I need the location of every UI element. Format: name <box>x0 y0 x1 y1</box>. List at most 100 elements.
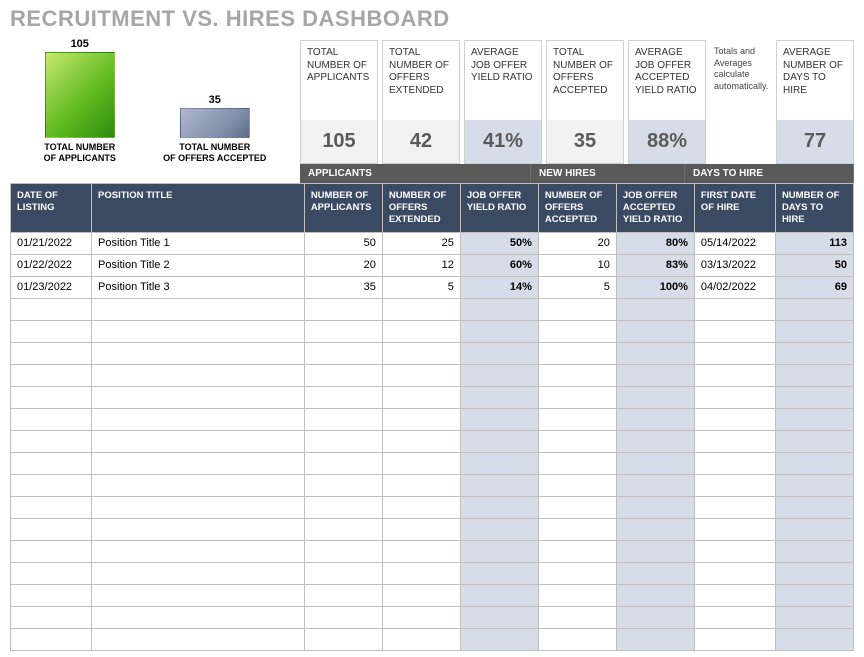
table-cell <box>460 628 538 650</box>
table-cell <box>616 342 694 364</box>
table-cell <box>382 298 460 320</box>
table-cell <box>92 452 305 474</box>
table-cell <box>616 606 694 628</box>
table-cell <box>775 452 853 474</box>
table-cell <box>775 298 853 320</box>
table-cell <box>775 606 853 628</box>
table-cell <box>538 386 616 408</box>
table-cell <box>538 606 616 628</box>
col-date: DATE OF LISTING <box>11 184 92 233</box>
table-cell <box>616 628 694 650</box>
kpi-card: TOTAL NUMBER OF OFFERS EXTENDED42 <box>382 40 460 164</box>
table-cell: 20 <box>538 232 616 254</box>
table-cell: 5 <box>538 276 616 298</box>
col-first-hire: FIRST DATE OF HIRE <box>694 184 775 233</box>
table-cell <box>694 320 775 342</box>
table-cell <box>304 386 382 408</box>
table-row-empty <box>11 430 854 452</box>
table-cell <box>11 364 92 386</box>
table-cell <box>382 342 460 364</box>
table-cell <box>11 452 92 474</box>
kpi-value: 35 <box>547 120 623 163</box>
table-cell <box>694 408 775 430</box>
table-cell <box>11 408 92 430</box>
table-cell <box>538 474 616 496</box>
col-yield: JOB OFFER YIELD RATIO <box>460 184 538 233</box>
table-cell <box>775 342 853 364</box>
table-cell: 25 <box>382 232 460 254</box>
table-cell: 100% <box>616 276 694 298</box>
kpi-value: 77 <box>777 120 853 163</box>
table-cell: 69 <box>775 276 853 298</box>
table-cell <box>538 540 616 562</box>
table-cell <box>92 584 305 606</box>
col-num-applicants: NUMBER OF APPLICANTS <box>304 184 382 233</box>
table-cell <box>775 540 853 562</box>
table-cell <box>304 430 382 452</box>
table-cell: 5 <box>382 276 460 298</box>
table-cell <box>11 540 92 562</box>
kpi-label: TOTAL NUMBER OF OFFERS ACCEPTED <box>547 41 623 120</box>
table-cell <box>616 364 694 386</box>
table-cell <box>11 606 92 628</box>
table-cell <box>460 364 538 386</box>
kpi-label: TOTAL NUMBER OF OFFERS EXTENDED <box>383 41 459 120</box>
kpi-value: 41% <box>465 120 541 163</box>
table-cell: 01/22/2022 <box>11 254 92 276</box>
table-cell <box>460 342 538 364</box>
recruitment-table: DATE OF LISTING POSITION TITLE NUMBER OF… <box>10 183 854 651</box>
table-cell: Position Title 3 <box>92 276 305 298</box>
table-cell <box>616 562 694 584</box>
table-cell <box>11 474 92 496</box>
table-cell <box>775 584 853 606</box>
kpi-strip: TOTAL NUMBER OF APPLICANTS105TOTAL NUMBE… <box>300 36 854 164</box>
col-num-offers: NUMBER OF OFFERS EXTENDED <box>382 184 460 233</box>
table-cell <box>382 364 460 386</box>
table-row-empty <box>11 452 854 474</box>
table-cell <box>616 386 694 408</box>
kpi-card: TOTAL NUMBER OF APPLICANTS105 <box>300 40 378 164</box>
table-cell: 50 <box>775 254 853 276</box>
table-cell <box>382 430 460 452</box>
table-cell: 50 <box>304 232 382 254</box>
table-cell <box>460 606 538 628</box>
chart-bar-value: 105 <box>71 38 89 50</box>
summary-bar-chart: 105TOTAL NUMBEROF APPLICANTS35TOTAL NUMB… <box>10 36 300 164</box>
table-cell <box>460 386 538 408</box>
table-cell <box>304 540 382 562</box>
table-cell <box>304 628 382 650</box>
table-cell <box>694 496 775 518</box>
table-cell <box>92 364 305 386</box>
col-accepted-yield: JOB OFFER ACCEPTED YIELD RATIO <box>616 184 694 233</box>
table-cell <box>694 518 775 540</box>
table-cell <box>382 496 460 518</box>
table-cell <box>775 562 853 584</box>
table-cell <box>304 562 382 584</box>
table-cell <box>382 584 460 606</box>
table-row-empty <box>11 496 854 518</box>
table-cell <box>616 474 694 496</box>
table-row-empty <box>11 298 854 320</box>
section-days-to-hire: DAYS TO HIRE <box>685 164 854 183</box>
table-cell: 60% <box>460 254 538 276</box>
kpi-card: AVERAGE JOB OFFER YIELD RATIO41% <box>464 40 542 164</box>
table-row-empty <box>11 474 854 496</box>
chart-bar-value: 35 <box>209 94 221 106</box>
table-cell <box>694 386 775 408</box>
chart-bar: 35TOTAL NUMBEROF OFFERS ACCEPTED <box>163 94 266 164</box>
table-cell <box>304 496 382 518</box>
table-cell <box>460 408 538 430</box>
table-cell <box>92 518 305 540</box>
table-cell <box>538 518 616 540</box>
table-cell <box>775 496 853 518</box>
table-cell <box>460 298 538 320</box>
table-cell <box>616 496 694 518</box>
table-cell <box>460 452 538 474</box>
table-cell: 05/14/2022 <box>694 232 775 254</box>
table-cell: 20 <box>304 254 382 276</box>
table-cell <box>92 408 305 430</box>
table-cell <box>775 628 853 650</box>
table-row-empty <box>11 562 854 584</box>
table-cell <box>616 430 694 452</box>
table-cell: 14% <box>460 276 538 298</box>
